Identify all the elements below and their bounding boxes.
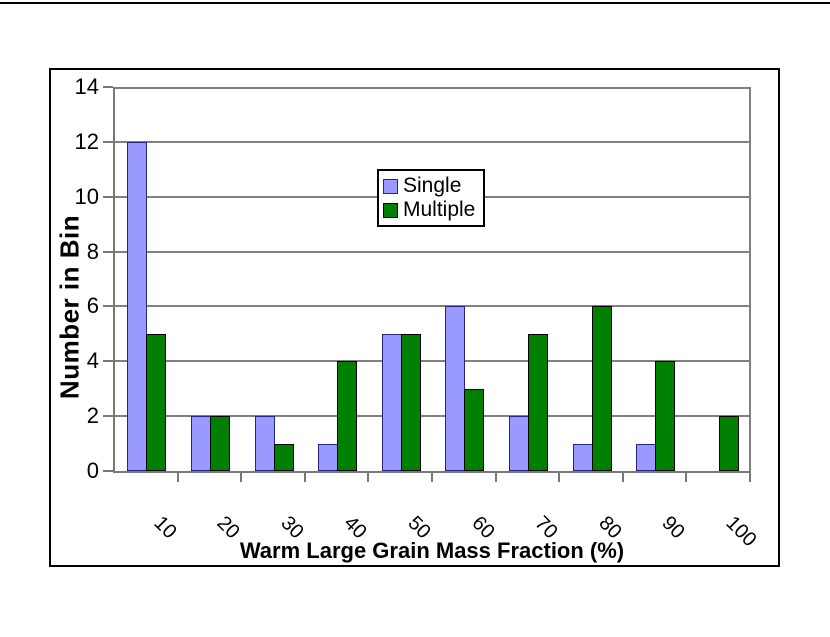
x-tick-100 — [749, 473, 751, 482]
y-tick-2 — [103, 415, 113, 418]
y-tick-label-6: 6 — [86, 293, 99, 319]
x-tick-60 — [494, 473, 497, 482]
x-axis-line — [113, 471, 751, 473]
gridline-y-6 — [115, 305, 751, 308]
y-tick-label-14: 14 — [74, 74, 99, 99]
legend-entry-multiple: Multiple — [383, 198, 475, 222]
legend: Single Multiple — [377, 169, 486, 227]
legend-swatch-single-icon — [383, 178, 398, 194]
x-tick-50 — [431, 473, 433, 482]
y-tick-8 — [103, 250, 113, 253]
legend-swatch-multiple-icon — [383, 202, 398, 218]
bar-single-60 — [445, 306, 466, 471]
bar-multiple-60 — [464, 388, 485, 471]
plot-area: 0 2 4 6 8 10 12 14 10 20 30 40 50 60 70 80 90 100 — [75, 74, 761, 551]
top-rule — [0, 2, 830, 4]
bar-multiple-100 — [718, 416, 739, 471]
x-tick-80 — [621, 473, 624, 482]
x-tick-40 — [367, 473, 370, 482]
bar-single-80 — [572, 443, 593, 471]
legend-label-multiple: Multiple — [403, 198, 476, 221]
x-tick-70 — [558, 473, 561, 482]
x-axis-title: Warm Large Grain Mass Fraction (%) — [239, 538, 625, 563]
bar-multiple-40 — [337, 361, 358, 471]
y-tick-label-4: 4 — [86, 348, 99, 374]
bar-single-20 — [190, 416, 211, 471]
gridline-y-14 — [115, 87, 751, 89]
bar-multiple-80 — [591, 306, 612, 471]
y-tick-0 — [103, 470, 113, 472]
y-tick-12 — [103, 140, 113, 143]
x-tick-30 — [303, 473, 306, 482]
bar-multiple-20 — [209, 416, 230, 471]
bar-multiple-30 — [273, 443, 294, 471]
x-tick-90 — [685, 473, 688, 482]
x-tick-20 — [240, 473, 243, 482]
chart-frame: Number in Bin 0 2 4 6 8 10 12 14 10 20 30 40 50 60 70 8… — [49, 68, 780, 567]
y-tick-label-0: 0 — [86, 458, 99, 483]
y-axis-line — [113, 87, 115, 473]
gridline-y-2 — [115, 415, 751, 418]
y-tick-label-2: 2 — [86, 403, 99, 429]
y-tick-label-8: 8 — [86, 238, 99, 264]
bar-single-70 — [508, 416, 529, 471]
y-tick-label-12: 12 — [74, 128, 99, 154]
legend-entry-single: Single — [383, 174, 475, 198]
bar-multiple-90 — [655, 361, 676, 471]
y-tick-4 — [103, 360, 113, 363]
bar-multiple-50 — [400, 333, 421, 471]
bar-single-90 — [636, 443, 657, 471]
plot-right-border — [749, 87, 751, 473]
x-tick-10 — [176, 473, 179, 482]
y-tick-10 — [103, 195, 113, 198]
gridline-y-12 — [115, 140, 751, 143]
gridline-y-4 — [115, 360, 751, 363]
bar-single-40 — [318, 443, 339, 471]
gridline-y-8 — [115, 250, 751, 253]
bar-multiple-70 — [527, 333, 548, 471]
y-tick-14 — [103, 86, 113, 88]
legend-label-single: Single — [403, 174, 462, 197]
bar-single-30 — [254, 416, 275, 471]
bar-multiple-10 — [146, 333, 167, 471]
bar-single-50 — [381, 333, 402, 471]
y-tick-label-10: 10 — [74, 183, 99, 209]
bar-single-10 — [127, 141, 148, 471]
y-tick-6 — [103, 305, 113, 308]
